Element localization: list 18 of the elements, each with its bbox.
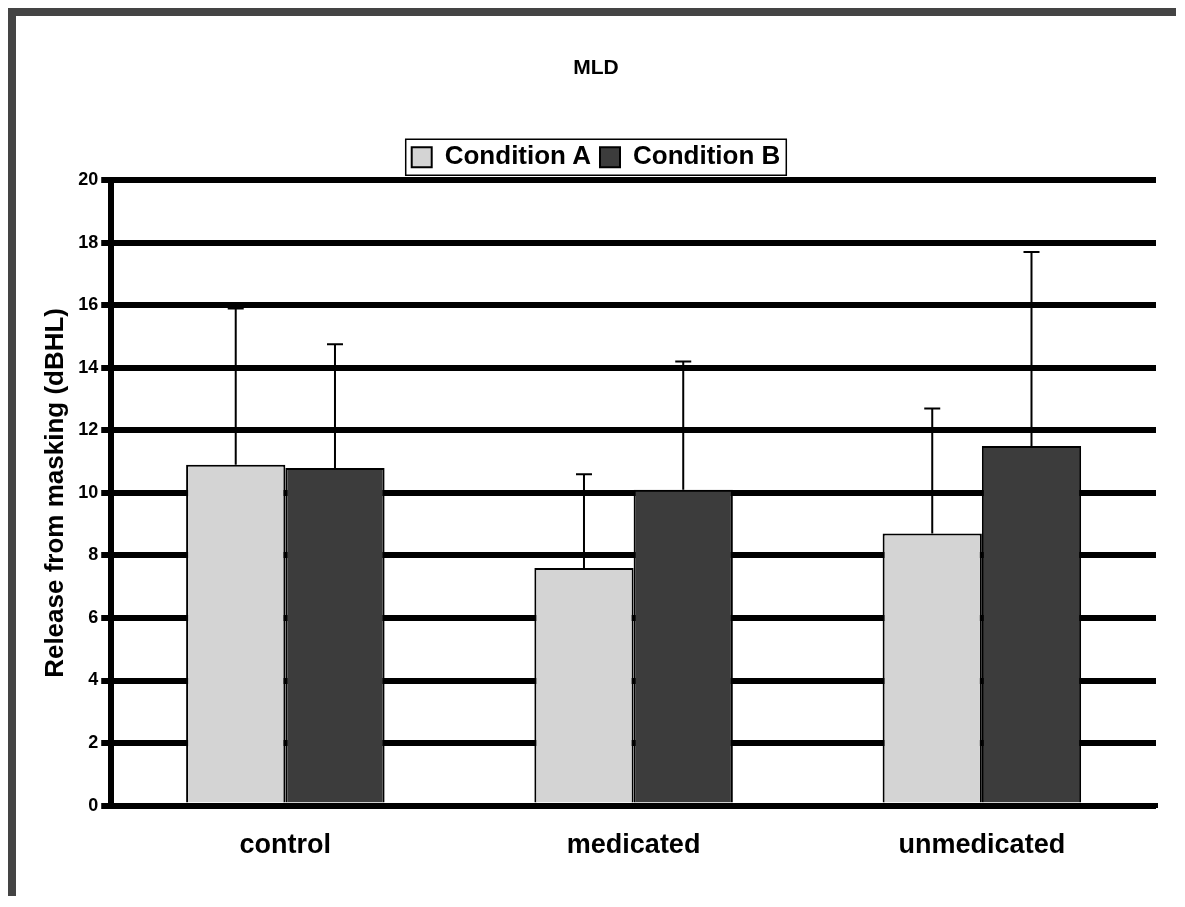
chart-title: MLD: [573, 55, 619, 79]
legend-label: Condition B: [633, 140, 781, 171]
y-tick-label: 18: [78, 231, 99, 252]
y-tick-label: 8: [88, 544, 99, 565]
legend-label: Condition A: [444, 140, 592, 171]
x-tick-label: medicated: [566, 829, 701, 860]
y-tick-label: 16: [78, 294, 99, 315]
y-tick-label: 12: [78, 419, 99, 440]
y-tick-label: 4: [88, 669, 99, 690]
y-axis-title: Release from masking (dBHL): [38, 307, 69, 678]
y-tick-label: 14: [78, 356, 99, 377]
y-tick-label: 20: [78, 169, 99, 190]
y-tick-label: 10: [78, 481, 99, 502]
y-tick-label: 0: [88, 794, 99, 815]
y-tick-label: 6: [88, 606, 99, 627]
x-tick-label: unmedicated: [898, 829, 1066, 860]
y-tick-label: 2: [88, 732, 99, 753]
x-tick-label: control: [239, 829, 332, 860]
